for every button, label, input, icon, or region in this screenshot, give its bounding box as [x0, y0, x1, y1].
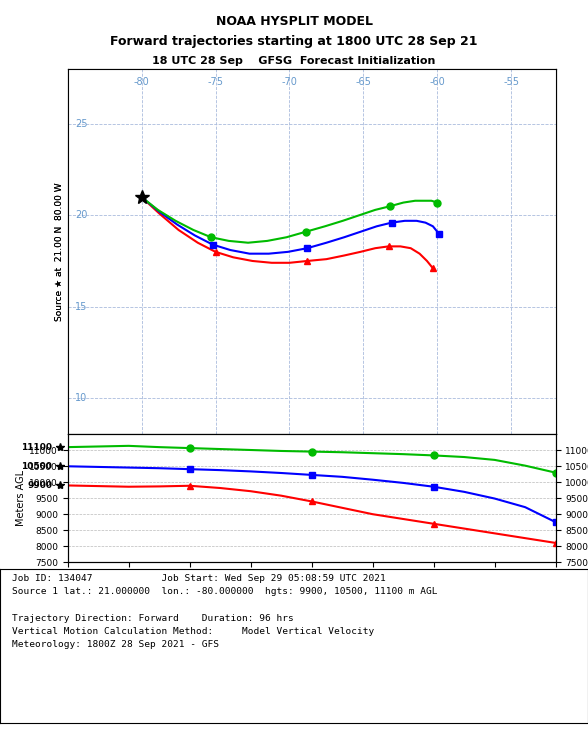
Text: -55: -55 [503, 77, 519, 87]
Y-axis label: Source ★ at  21.00 N  80.00 W: Source ★ at 21.00 N 80.00 W [55, 182, 64, 321]
Y-axis label: Source ★ at  21.00 N  80.00 W: Source ★ at 21.00 N 80.00 W [55, 182, 64, 321]
Text: -75: -75 [208, 77, 223, 87]
Text: 20: 20 [75, 210, 88, 220]
Text: 25: 25 [75, 119, 88, 129]
Text: NOAA HYSPLIT MODEL: NOAA HYSPLIT MODEL [215, 15, 373, 28]
Text: -70: -70 [282, 77, 298, 87]
Text: 10/02: 10/02 [450, 580, 478, 590]
Text: 09/30: 09/30 [206, 580, 234, 590]
Text: 10: 10 [75, 393, 87, 403]
Text: -80: -80 [133, 77, 149, 87]
Text: 15: 15 [75, 301, 88, 312]
Text: -65: -65 [356, 77, 372, 87]
Text: 09/29: 09/29 [84, 580, 112, 590]
Text: 10: 10 [75, 393, 87, 403]
Text: 10500: 10500 [22, 462, 52, 471]
Text: Forward trajectories starting at 1800 UTC 28 Sep 21: Forward trajectories starting at 1800 UT… [111, 35, 477, 48]
Text: -80: -80 [133, 77, 149, 87]
Y-axis label: Meters AGL: Meters AGL [16, 470, 26, 526]
Text: 10/01: 10/01 [328, 580, 356, 590]
Text: -65: -65 [356, 77, 372, 87]
Text: -55: -55 [503, 77, 519, 87]
Text: 11100: 11100 [21, 442, 52, 452]
Text: 20: 20 [75, 210, 88, 220]
Text: -75: -75 [208, 77, 223, 87]
Text: Job ID: 134047            Job Start: Wed Sep 29 05:08:59 UTC 2021
Source 1 lat.:: Job ID: 134047 Job Start: Wed Sep 29 05:… [12, 574, 437, 649]
Text: -60: -60 [429, 77, 445, 87]
Text: 18 UTC 28 Sep    GFSG  Forecast Initialization: 18 UTC 28 Sep GFSG Forecast Initializati… [152, 56, 436, 66]
Text: 25: 25 [75, 119, 88, 129]
Text: -70: -70 [282, 77, 298, 87]
Text: 15: 15 [75, 301, 88, 312]
Text: 9900: 9900 [28, 481, 52, 490]
Text: -60: -60 [429, 77, 445, 87]
